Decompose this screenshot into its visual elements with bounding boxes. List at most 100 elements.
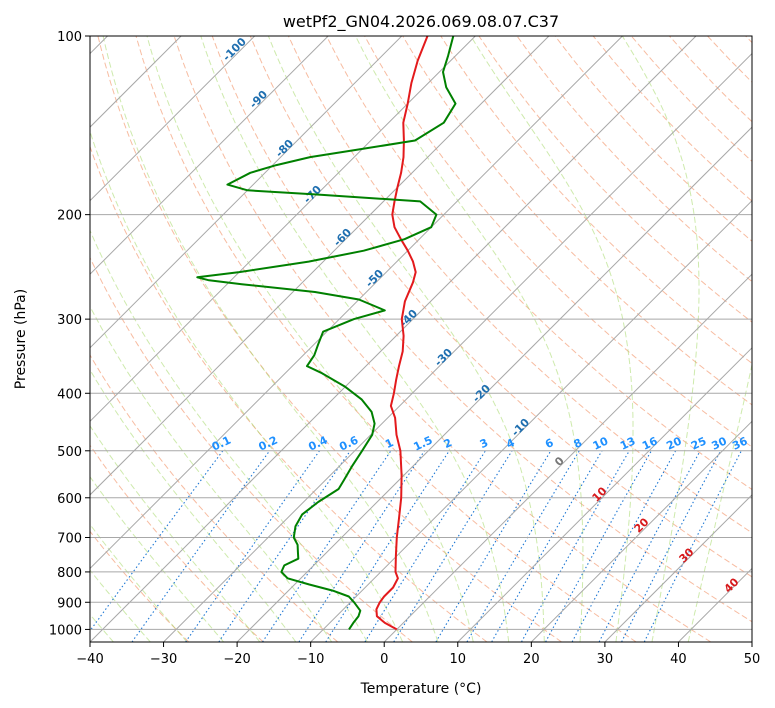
plot-frame bbox=[89, 35, 753, 643]
mixing-ratio-line bbox=[298, 450, 425, 642]
isotherm bbox=[90, 36, 476, 423]
isotherm bbox=[751, 641, 752, 642]
x-tick-label: −10 bbox=[297, 652, 324, 667]
isotherm bbox=[90, 36, 697, 642]
isotherm bbox=[236, 126, 752, 642]
y-tick-label: 200 bbox=[57, 209, 82, 224]
x-tick-label: 10 bbox=[450, 652, 467, 667]
dry-adiabat bbox=[554, 36, 752, 242]
isotherm bbox=[604, 494, 752, 642]
x-axis-label: Temperature (°C) bbox=[360, 681, 482, 697]
isotherm bbox=[383, 273, 752, 642]
dry-adiabat bbox=[478, 36, 752, 323]
chart-title: wetPf2_GN04.2026.069.08.07.C37 bbox=[283, 12, 559, 32]
dry-adiabat bbox=[97, 36, 562, 642]
profile-series bbox=[196, 36, 457, 631]
dry-adiabat bbox=[135, 36, 637, 642]
x-tick-label: 20 bbox=[523, 652, 540, 667]
dry-adiabats bbox=[90, 36, 752, 642]
mixing-ratio-label: 4 bbox=[504, 436, 517, 451]
x-tick-label: −20 bbox=[223, 652, 250, 667]
mixing-ratio-label: 36 bbox=[730, 434, 750, 452]
mixing-ratio-label: 2 bbox=[442, 436, 454, 451]
dry-adiabat bbox=[745, 36, 752, 44]
mixing-ratio-line bbox=[435, 450, 552, 642]
temperature-line bbox=[375, 36, 429, 631]
moist-adiabat bbox=[90, 523, 188, 642]
moist-adiabat bbox=[90, 569, 151, 642]
mixing-ratio-line bbox=[131, 450, 271, 642]
mixing-ratio-line bbox=[598, 450, 701, 642]
isotherm bbox=[90, 36, 256, 202]
dry-adiabat bbox=[249, 36, 752, 578]
moist-adiabat bbox=[90, 369, 297, 642]
mixing-ratio-label: 3 bbox=[478, 436, 490, 451]
isotherm bbox=[310, 199, 752, 642]
dry-adiabat-label: 10 bbox=[590, 484, 610, 504]
dry-adiabat bbox=[326, 36, 752, 491]
dry-adiabat bbox=[440, 36, 752, 364]
mixing-ratio-line bbox=[185, 450, 320, 642]
dry-adiabat bbox=[90, 354, 339, 642]
dry-adiabat bbox=[516, 36, 752, 283]
moist-adiabat bbox=[90, 424, 261, 642]
mixing-ratio-line bbox=[90, 450, 224, 632]
y-tick-label: 100 bbox=[57, 30, 82, 45]
dry-adiabat-label: 40 bbox=[722, 575, 742, 595]
isotherm bbox=[163, 52, 752, 642]
mixing-ratio-line bbox=[571, 450, 677, 642]
mixing-ratio-labels: 0.1 0.2 0.4 0.6 1 1.5 2 3 4 6 8 10 13 16 20 25 30 36 bbox=[210, 433, 750, 453]
moist-adiabat bbox=[90, 305, 333, 642]
mixing-ratio-line bbox=[364, 450, 486, 642]
moist-adiabat bbox=[90, 475, 224, 642]
mixing-ratio-label: 6 bbox=[543, 436, 556, 451]
mixing-ratio-lines bbox=[90, 450, 742, 642]
x-axis: −40 −30 −20 −10 0 10 20 30 40 50 bbox=[76, 642, 760, 667]
mixing-ratio-line bbox=[325, 450, 450, 642]
isotherm bbox=[90, 36, 329, 275]
dry-adiabat bbox=[90, 530, 190, 642]
dry-adiabat bbox=[90, 444, 264, 642]
moist-adiabat bbox=[470, 36, 634, 642]
dewpoint-line bbox=[196, 36, 457, 630]
dry-adiabat bbox=[630, 36, 752, 162]
isotherm bbox=[678, 567, 752, 642]
dry-adiabat bbox=[211, 36, 752, 623]
y-tick-label: 800 bbox=[57, 566, 82, 581]
dry-adiabat-label: -100 bbox=[220, 35, 249, 64]
x-tick-label: 30 bbox=[597, 652, 614, 667]
y-tick-label: 900 bbox=[57, 596, 82, 611]
y-tick-label: 700 bbox=[57, 532, 82, 547]
x-tick-label: 50 bbox=[744, 652, 761, 667]
dry-adiabat-label: -40 bbox=[397, 307, 420, 330]
dry-adiabat-label: -30 bbox=[432, 346, 455, 369]
isotherm bbox=[457, 347, 752, 642]
y-tick-label: 500 bbox=[57, 445, 82, 460]
dry-adiabat-label: -20 bbox=[470, 382, 493, 405]
dry-adiabat bbox=[707, 36, 752, 83]
y-tick-label: 400 bbox=[57, 387, 82, 402]
isotherm bbox=[90, 36, 550, 496]
mixing-ratio-label: 16 bbox=[640, 434, 660, 452]
dry-adiabat-label: -10 bbox=[509, 416, 532, 439]
mixing-ratio-label: 30 bbox=[710, 434, 730, 452]
mixing-ratio-label: 20 bbox=[664, 434, 684, 452]
moist-adiabat bbox=[621, 36, 700, 642]
x-tick-label: −40 bbox=[76, 652, 103, 667]
y-tick-label: 300 bbox=[57, 313, 82, 328]
mixing-ratio-line bbox=[218, 450, 351, 642]
isotherm bbox=[90, 36, 403, 349]
mixing-ratio-line bbox=[545, 450, 652, 642]
isotherm bbox=[530, 420, 752, 642]
moist-adiabat bbox=[102, 36, 439, 642]
dry-adiabat-label: 30 bbox=[677, 545, 697, 565]
isobars bbox=[90, 36, 752, 630]
moist-adiabat bbox=[200, 36, 510, 642]
y-tick-label: 1000 bbox=[49, 623, 82, 638]
dry-adiabat-label: -80 bbox=[273, 137, 296, 160]
moist-adiabat bbox=[355, 36, 584, 642]
dry-adiabat bbox=[90, 145, 488, 642]
mixing-ratio-line bbox=[521, 450, 630, 642]
